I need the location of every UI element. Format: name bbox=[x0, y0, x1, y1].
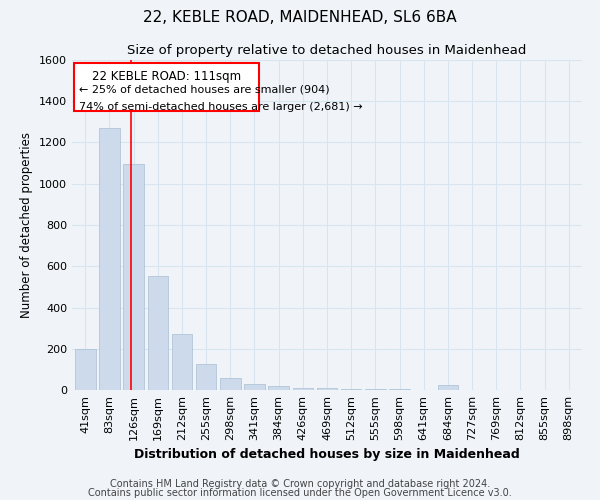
Text: 74% of semi-detached houses are larger (2,681) →: 74% of semi-detached houses are larger (… bbox=[79, 102, 362, 112]
Text: ← 25% of detached houses are smaller (904): ← 25% of detached houses are smaller (90… bbox=[79, 84, 329, 94]
Text: Contains public sector information licensed under the Open Government Licence v3: Contains public sector information licen… bbox=[88, 488, 512, 498]
Bar bbox=[437, 386, 458, 390]
Bar bbox=[220, 378, 241, 390]
Bar bbox=[196, 364, 217, 390]
Bar bbox=[268, 386, 289, 390]
Bar bbox=[317, 388, 337, 390]
X-axis label: Distribution of detached houses by size in Maidenhead: Distribution of detached houses by size … bbox=[134, 448, 520, 462]
Bar bbox=[148, 276, 168, 390]
Bar bbox=[99, 128, 120, 390]
Bar bbox=[341, 389, 361, 390]
Bar bbox=[293, 388, 313, 390]
Y-axis label: Number of detached properties: Number of detached properties bbox=[20, 132, 34, 318]
Bar bbox=[75, 349, 95, 390]
Text: 22, KEBLE ROAD, MAIDENHEAD, SL6 6BA: 22, KEBLE ROAD, MAIDENHEAD, SL6 6BA bbox=[143, 10, 457, 25]
Bar bbox=[124, 164, 144, 390]
Title: Size of property relative to detached houses in Maidenhead: Size of property relative to detached ho… bbox=[127, 44, 527, 58]
Bar bbox=[244, 384, 265, 390]
Text: 22 KEBLE ROAD: 111sqm: 22 KEBLE ROAD: 111sqm bbox=[92, 70, 241, 83]
Bar bbox=[365, 389, 386, 390]
FancyBboxPatch shape bbox=[74, 63, 259, 110]
Text: Contains HM Land Registry data © Crown copyright and database right 2024.: Contains HM Land Registry data © Crown c… bbox=[110, 479, 490, 489]
Bar bbox=[172, 334, 192, 390]
